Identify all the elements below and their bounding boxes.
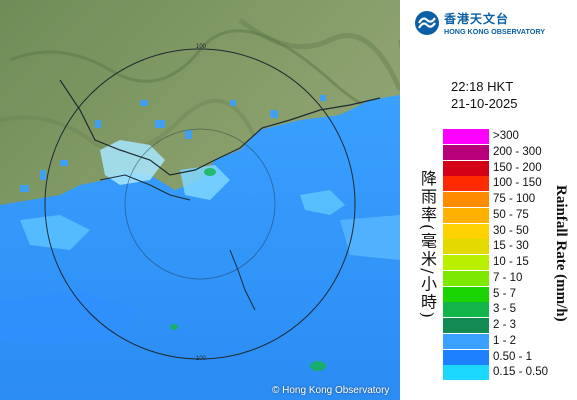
legend-swatch	[443, 239, 489, 255]
legend-label: 200 - 300	[493, 145, 542, 158]
range-label: 100	[196, 44, 207, 50]
legend-swatch	[443, 255, 489, 270]
range-ring	[124, 128, 276, 280]
legend-title-english: Rainfall Rate (mm/h)	[553, 185, 569, 322]
rain-echo	[300, 190, 345, 215]
legend-label: 75 - 100	[493, 193, 536, 205]
legend-swatch	[443, 333, 489, 349]
legend-swatch	[443, 223, 489, 239]
legend-swatch	[443, 286, 489, 302]
legend-title-chinese: 降雨率(毫米/小時)	[418, 170, 437, 320]
legend-swatch	[443, 318, 489, 333]
range-ring	[44, 48, 356, 360]
coastline	[59, 79, 381, 176]
legend-swatch	[443, 192, 489, 207]
legend-label: 7 - 10	[493, 271, 523, 284]
rain-echo	[20, 215, 90, 250]
coastline	[229, 249, 256, 311]
radar-image: 100 100	[0, 0, 400, 400]
legend-label: 5 - 7	[493, 287, 517, 300]
rain-echo	[180, 165, 230, 200]
moderate-rain-cells	[170, 168, 326, 371]
legend-swatch	[443, 302, 489, 318]
radar-map: 100 100 © Hong Kong Observatory	[0, 0, 400, 400]
rain-echo	[0, 290, 140, 345]
copyright-notice: © Hong Kong Observatory	[272, 385, 390, 396]
legend-label: 15 - 30	[493, 240, 529, 253]
legend-label: 0.15 - 0.50	[493, 366, 548, 379]
legend-swatch	[443, 365, 489, 381]
legend-swatch	[443, 207, 489, 223]
legend-label: 10 - 15	[493, 256, 529, 268]
legend-label: 0.50 - 1	[493, 350, 532, 363]
radar-time: 22:18 HKT	[451, 79, 514, 94]
legend-swatch	[443, 349, 489, 365]
legend-swatch	[443, 144, 489, 160]
logo-name-chinese: 香港天文台	[444, 12, 510, 26]
legend-label: 30 - 50	[493, 224, 529, 237]
logo-name-english: HONG KONG OBSERVATORY	[444, 27, 546, 36]
legend-label: 2 - 3	[493, 319, 517, 331]
legend-panel: 香港天文台 HONG KONG OBSERVATORY 22:18 HKT 21…	[400, 0, 577, 400]
legend-label: 150 - 200	[493, 161, 542, 174]
observatory-logo: 香港天文台 HONG KONG OBSERVATORY	[414, 8, 574, 40]
legend-swatch	[443, 270, 489, 286]
legend-label: 50 - 75	[493, 208, 529, 221]
legend-label: 1 - 2	[493, 334, 517, 347]
radar-date: 21-10-2025	[451, 96, 518, 111]
range-label: 100	[196, 356, 207, 362]
hko-emblem-icon	[415, 11, 439, 35]
legend-label: 3 - 5	[493, 303, 517, 316]
legend-swatch	[443, 176, 489, 192]
legend-swatch	[443, 160, 489, 176]
legend-label: 100 - 150	[493, 177, 542, 190]
legend-swatch	[443, 129, 489, 144]
legend-label: >300	[493, 130, 519, 142]
coastline	[99, 174, 191, 201]
rain-echo	[340, 215, 400, 260]
rain-cells	[20, 95, 326, 192]
rain-echo	[100, 140, 165, 185]
terrain	[238, 18, 400, 91]
